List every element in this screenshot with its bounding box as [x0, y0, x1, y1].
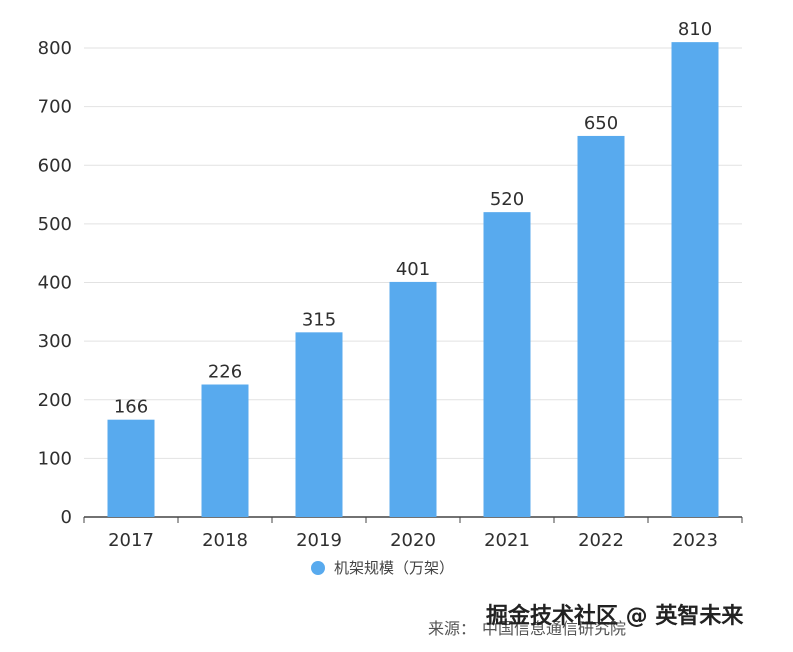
y-tick-label: 400 [38, 273, 72, 294]
watermark: 掘金技术社区 @ 英智未来 [486, 603, 744, 629]
bar-2023 [671, 42, 719, 517]
x-tick-label-2021: 2021 [484, 530, 530, 551]
y-tick-label: 600 [38, 155, 72, 176]
bar-2019 [295, 332, 343, 517]
bars [107, 42, 719, 517]
data-label-2021: 520 [490, 189, 524, 210]
y-tick-label: 100 [38, 448, 72, 469]
source-label: 来源： [428, 619, 476, 638]
data-label-2022: 650 [584, 113, 618, 134]
data-label-2019: 315 [302, 309, 336, 330]
data-label-2020: 401 [396, 259, 430, 280]
y-tick-label: 500 [38, 214, 72, 235]
y-tick-label: 800 [38, 38, 72, 59]
y-tick-label: 0 [61, 507, 72, 528]
y-tick-label: 200 [38, 390, 72, 411]
bar-2021 [483, 212, 531, 517]
source-note: 来源： 中国信息通信研究院 [428, 619, 626, 638]
y-tick-label: 300 [38, 331, 72, 352]
x-tick-label-2017: 2017 [108, 530, 154, 551]
legend-marker [311, 561, 325, 575]
bar-2020 [389, 281, 437, 517]
x-tick-label-2019: 2019 [296, 530, 342, 551]
data-label-2018: 226 [208, 362, 242, 383]
y-tick-label: 700 [38, 97, 72, 118]
data-label-2023: 810 [678, 19, 712, 40]
data-label-2017: 166 [114, 397, 148, 418]
bar-2018 [201, 384, 249, 517]
legend-label: 机架规模（万架） [334, 559, 454, 577]
bar-2017 [107, 419, 155, 517]
x-tick-label-2023: 2023 [672, 530, 718, 551]
data-labels: 166 226 315 401 520 650 810 [114, 19, 712, 418]
source-text: 中国信息通信研究院 [482, 619, 626, 638]
legend: 机架规模（万架） [311, 559, 454, 577]
axes: 0 100 200 300 400 500 600 700 800 2017 2018 2019 202… [38, 38, 743, 551]
x-tick-label-2018: 2018 [202, 530, 248, 551]
x-tick-label-2022: 2022 [578, 530, 624, 551]
bar-2022 [577, 135, 625, 517]
x-tick-label-2020: 2020 [390, 530, 436, 551]
